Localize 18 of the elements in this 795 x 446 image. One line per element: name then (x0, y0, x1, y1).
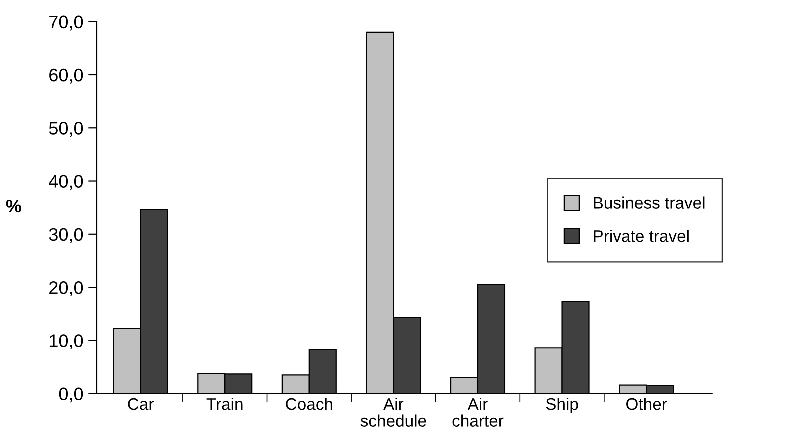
x-tick-label: Train (206, 398, 243, 410)
y-axis-title: % (6, 200, 22, 213)
y-tick-label: 50,0 (49, 122, 84, 137)
y-tick-label: 0,0 (59, 388, 84, 403)
x-tick-label: Car (128, 398, 154, 410)
y-tick-label: 10,0 (50, 334, 84, 350)
x-tick-label: Other (626, 398, 668, 410)
y-tick-label: 70,0 (50, 16, 84, 31)
y-tick-label: 60,0 (50, 68, 84, 84)
x-tick-label: Air charter (452, 398, 504, 427)
y-tick-label: 30,0 (49, 228, 84, 244)
x-tick-label: Air schedule (360, 398, 426, 427)
legend-label: Business travel (594, 196, 705, 209)
x-tick-label: Ship (546, 398, 578, 414)
legend-label: Private travel (594, 230, 689, 242)
y-tick-label: 40,0 (49, 175, 84, 190)
x-tick-label: Coach (286, 398, 332, 410)
y-tick-label: 20,0 (50, 281, 84, 296)
